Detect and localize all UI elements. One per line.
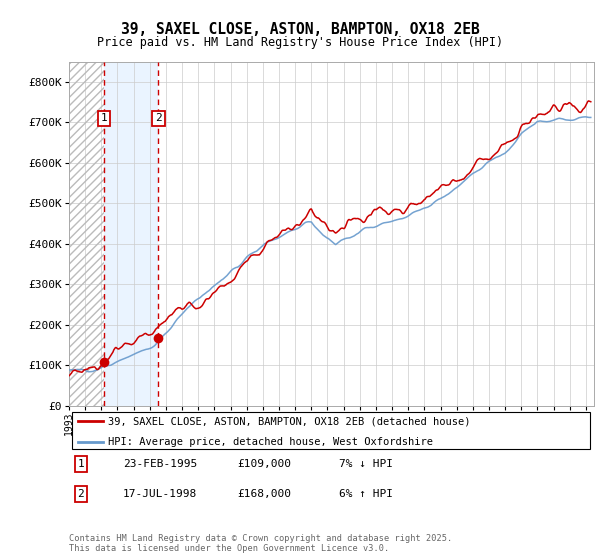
- Bar: [69, 62, 104, 406]
- Text: 17-JUL-1998: 17-JUL-1998: [123, 489, 197, 499]
- FancyBboxPatch shape: [71, 412, 590, 449]
- Text: 2: 2: [155, 113, 162, 123]
- Text: HPI: Average price, detached house, West Oxfordshire: HPI: Average price, detached house, West…: [109, 437, 433, 447]
- Text: 7% ↓ HPI: 7% ↓ HPI: [339, 459, 393, 469]
- Text: Price paid vs. HM Land Registry's House Price Index (HPI): Price paid vs. HM Land Registry's House …: [97, 36, 503, 49]
- Text: 6% ↑ HPI: 6% ↑ HPI: [339, 489, 393, 499]
- Text: £168,000: £168,000: [237, 489, 291, 499]
- Bar: [69, 62, 104, 406]
- Text: 39, SAXEL CLOSE, ASTON, BAMPTON, OX18 2EB (detached house): 39, SAXEL CLOSE, ASTON, BAMPTON, OX18 2E…: [109, 417, 471, 426]
- Text: 1: 1: [77, 459, 85, 469]
- Text: £109,000: £109,000: [237, 459, 291, 469]
- Text: 1: 1: [100, 113, 107, 123]
- Text: 23-FEB-1995: 23-FEB-1995: [123, 459, 197, 469]
- Bar: [104, 62, 158, 406]
- Text: Contains HM Land Registry data © Crown copyright and database right 2025.
This d: Contains HM Land Registry data © Crown c…: [69, 534, 452, 553]
- Text: 39, SAXEL CLOSE, ASTON, BAMPTON, OX18 2EB: 39, SAXEL CLOSE, ASTON, BAMPTON, OX18 2E…: [121, 22, 479, 38]
- Text: 2: 2: [77, 489, 85, 499]
